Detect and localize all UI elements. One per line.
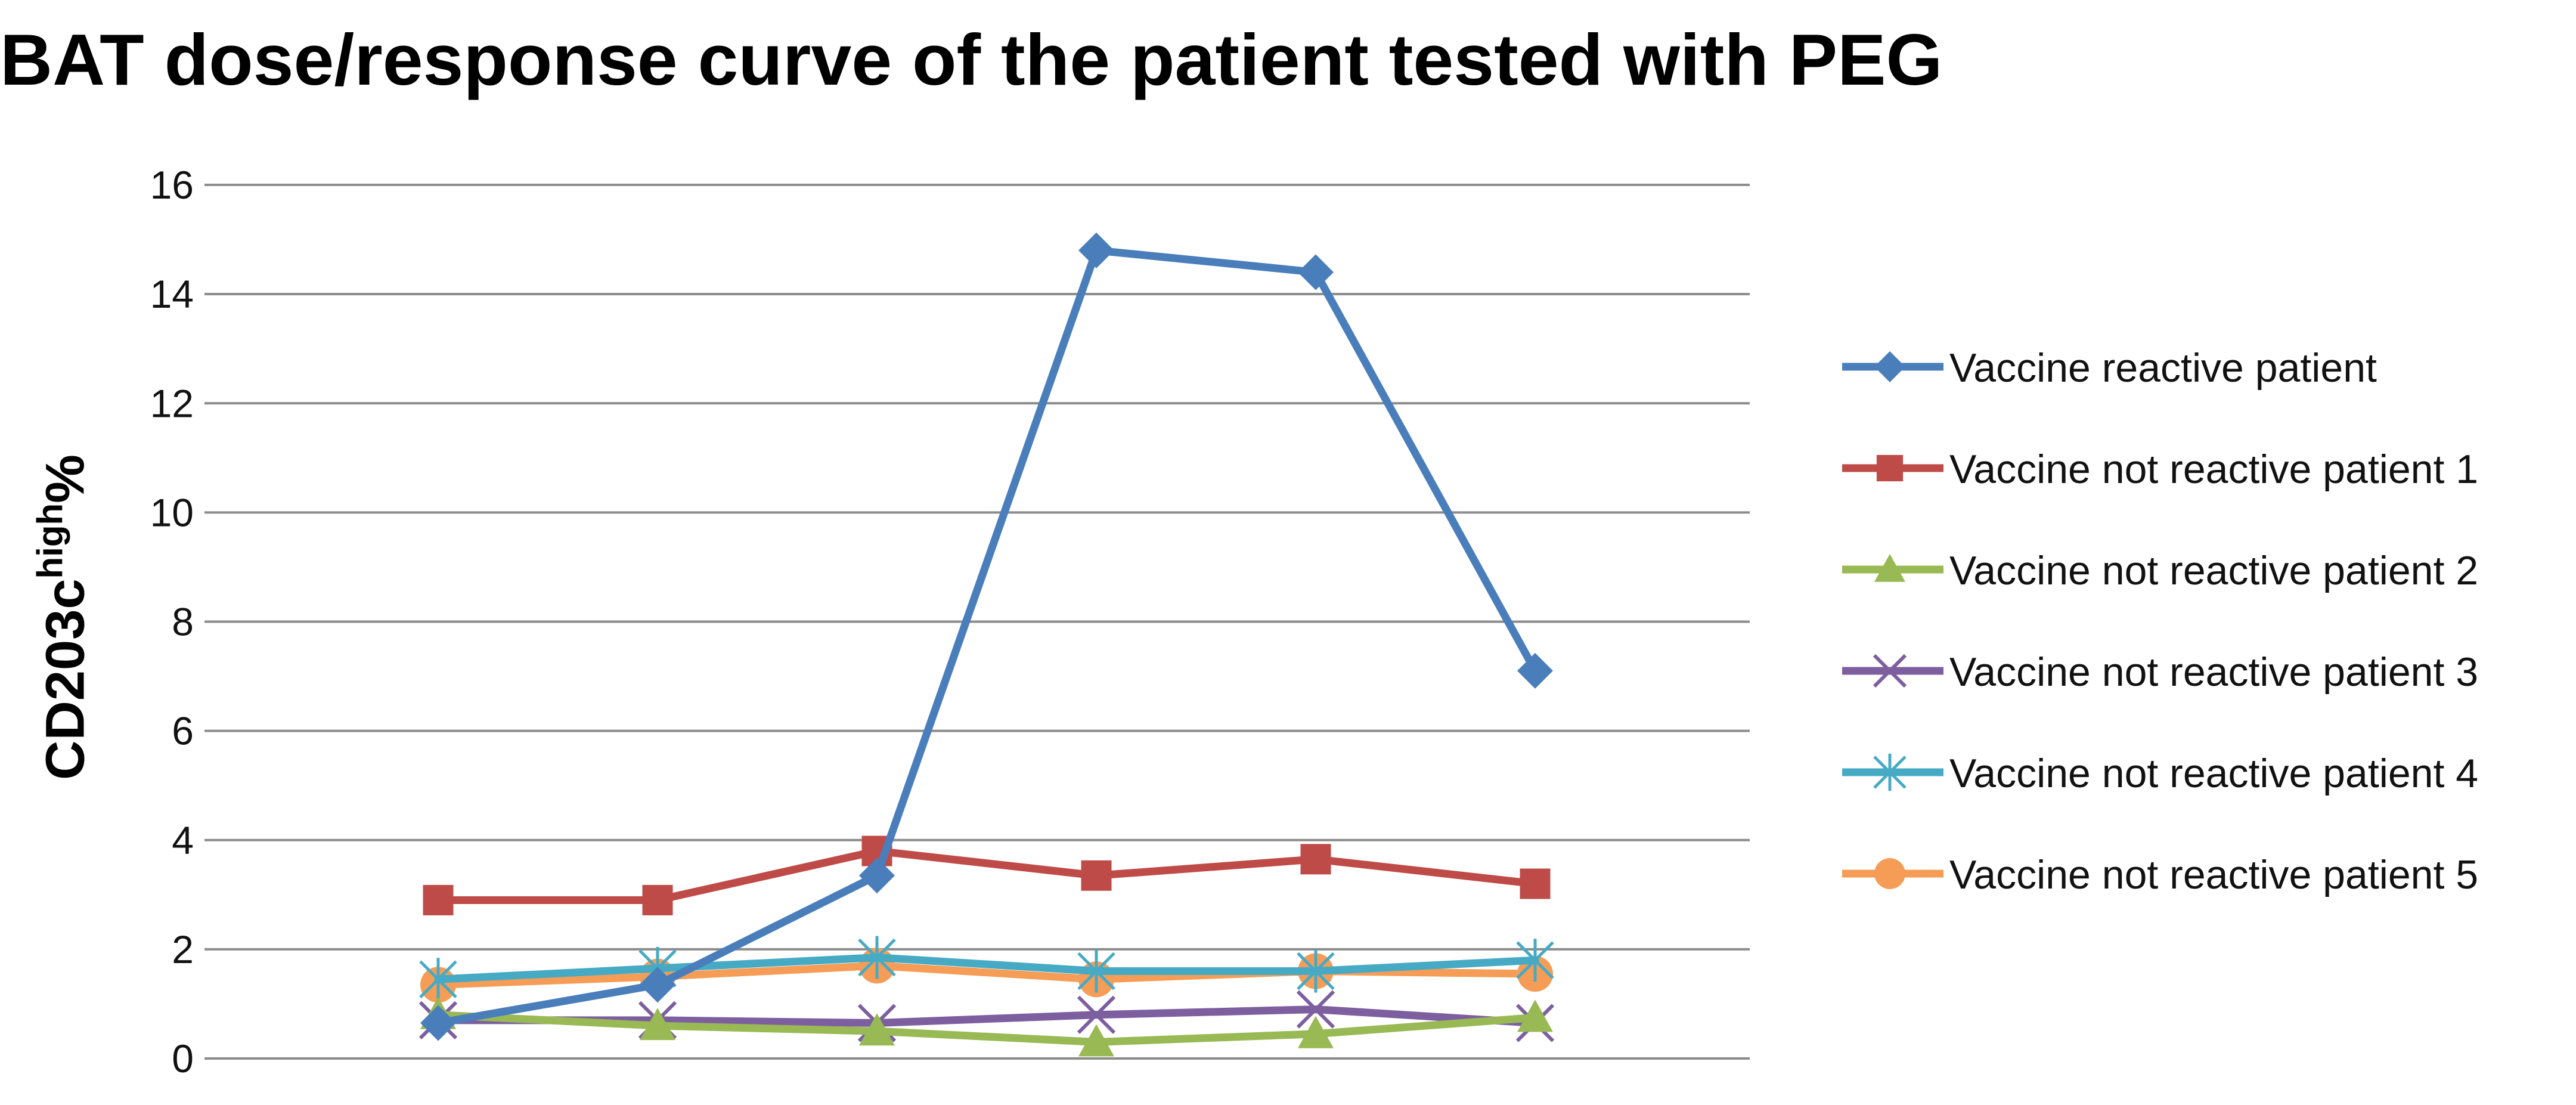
- data-point: [1298, 1016, 1334, 1048]
- data-point: [858, 936, 896, 979]
- series-line: [434, 1011, 1539, 1047]
- data-point: [640, 967, 675, 1003]
- series-line: [434, 246, 1539, 1027]
- data-point: [1296, 990, 1335, 1029]
- legend-swatch: [1842, 858, 1943, 889]
- chart-title: BAT dose/response curve of the patient t…: [0, 19, 1943, 100]
- data-point: [1297, 949, 1335, 993]
- data-point: [1300, 844, 1331, 875]
- y-tick-label: 14: [150, 272, 194, 316]
- legend-marker: [1874, 351, 1905, 382]
- y-tick-label: 2: [172, 927, 194, 971]
- legend-marker: [1873, 753, 1907, 791]
- data-point: [640, 1008, 675, 1041]
- series-1: [420, 232, 1553, 1041]
- y-tick-label: 10: [150, 490, 194, 534]
- legend-item: Vaccine not reactive patient 4: [1836, 745, 2575, 799]
- data-point: [1078, 1024, 1114, 1057]
- data-point: [859, 858, 895, 894]
- legend-item: Vaccine reactive patient: [1836, 340, 2575, 394]
- legend-marker: [1873, 654, 1907, 688]
- data-point: [1517, 999, 1553, 1032]
- data-point: [1516, 939, 1554, 982]
- legend-swatch: [1842, 753, 1943, 791]
- series-layer: [419, 232, 1555, 1057]
- data-point: [419, 958, 457, 1001]
- legend-swatch: [1842, 351, 1943, 382]
- legend-label: Vaccine reactive patient: [1949, 345, 2377, 391]
- y-tick-label: 16: [150, 163, 194, 207]
- data-point: [1077, 995, 1116, 1034]
- data-point: [1517, 652, 1553, 689]
- legend-item: Vaccine not reactive patient 2: [1836, 543, 2575, 596]
- legend-marker: [1876, 454, 1904, 482]
- data-point: [1078, 232, 1114, 268]
- legend-marker: [1874, 858, 1905, 889]
- y-tick-label: 0: [172, 1036, 194, 1081]
- data-point: [1077, 949, 1115, 993]
- data-point: [1081, 860, 1112, 891]
- legend-label: Vaccine not reactive patient 2: [1949, 548, 2479, 593]
- data-point: [423, 884, 454, 915]
- series-line: [434, 847, 1539, 904]
- gridlines: [204, 184, 1750, 1060]
- legend-label: Vaccine not reactive patient 1: [1949, 447, 2479, 492]
- series-2: [423, 835, 1551, 915]
- legend-swatch: [1842, 654, 1943, 688]
- y-tick-label: 8: [172, 600, 194, 644]
- legend-label: Vaccine not reactive patient 4: [1949, 751, 2479, 796]
- legend-label: Vaccine not reactive patient 5: [1949, 852, 2479, 897]
- legend-marker: [1874, 554, 1905, 582]
- series-line: [434, 954, 1539, 983]
- series-5: [419, 936, 1554, 1001]
- data-point: [859, 1013, 895, 1046]
- legend-swatch: [1842, 554, 1943, 582]
- legend-item: Vaccine not reactive patient 1: [1836, 441, 2575, 495]
- legend-label: Vaccine not reactive patient 3: [1949, 649, 2479, 695]
- legend-item: Vaccine not reactive patient 5: [1836, 847, 2575, 900]
- data-point: [642, 884, 673, 915]
- data-point: [1298, 254, 1334, 290]
- y-tick-label: 4: [172, 818, 194, 862]
- legend-item: Vaccine not reactive patient 3: [1836, 644, 2575, 698]
- data-point: [420, 1005, 456, 1041]
- series-3: [420, 996, 1553, 1057]
- y-tick-label: 12: [150, 381, 194, 425]
- legend-swatch: [1842, 454, 1943, 482]
- data-point: [1520, 868, 1551, 899]
- y-tick-labels: 0 2 4 6 8 10 12 14 16: [150, 163, 194, 1081]
- y-tick-label: 6: [172, 709, 194, 753]
